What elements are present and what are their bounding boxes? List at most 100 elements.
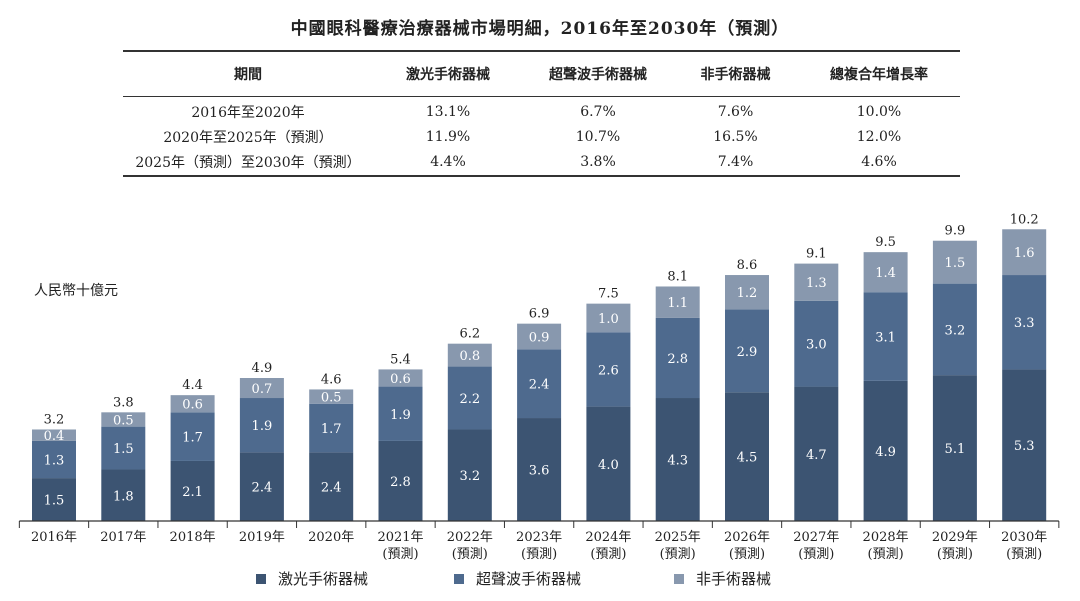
bar-segment-nonsurgical [32,429,76,441]
bar-segment-laser [794,386,839,521]
data-label-ultrasound: 2.2 [459,392,480,407]
bar-segment-ultrasound [309,403,354,453]
bar-segment-laser [309,452,354,521]
bar-segment-ultrasound [170,412,215,461]
table-cell: 7.6% [717,103,754,120]
table-cell: 2020年至2025年（預測） [163,129,333,146]
total-label: 6.9 [529,307,550,322]
data-label-laser: 1.5 [44,494,65,509]
data-label-ultrasound: 2.4 [529,378,550,393]
x-tick-label: 2025年 [655,530,701,545]
table-cell: 12.0% [856,128,902,145]
data-label-laser: 1.8 [113,489,134,504]
data-label-nonsurgical: 0.4 [44,429,65,444]
bar-segment-ultrasound [586,332,631,407]
bar-segment-ultrasound [239,398,284,453]
bar-segment-laser [655,398,700,521]
table-header-cell: 非手術器械 [673,50,798,97]
chart-title: 中國眼科醫療治療器械市場明細，2016年至2030年（預測） [290,19,790,39]
x-tick-label: 2020年 [308,530,354,545]
total-label: 7.5 [598,287,619,302]
bar-segment-laser [1002,369,1047,521]
bar-segment-ultrasound [794,300,839,387]
x-tick-forecast-label: (預測) [1006,547,1042,562]
data-label-ultrasound: 1.3 [44,454,65,469]
bar-segment-ultrasound [1002,275,1047,370]
data-label-ultrasound: 2.8 [667,352,688,367]
bar-segment-laser [170,460,215,521]
bar-segment-ultrasound [725,309,769,393]
x-tick-label: 2029年 [932,530,978,545]
legend-label: 非手術器械 [696,570,772,588]
total-label: 6.2 [459,327,480,342]
data-label-laser: 2.1 [182,485,203,500]
x-tick-forecast-label: (預測) [452,547,488,562]
data-label-ultrasound: 3.3 [1014,316,1035,331]
bar-segment-nonsurgical [101,412,146,427]
table-header-cell: 期間 [123,50,373,97]
bar-segment-laser [725,392,769,521]
legend-label: 超聲波手術器械 [476,570,582,588]
table-row: 2025年（預測）至2030年（預測） 4.4% 3.8% 7.4% 4.6% [123,149,960,177]
bar-segment-nonsurgical [170,395,215,413]
table-row: 2016年至2020年 13.1% 6.7% 7.6% 10.0% [123,97,960,125]
table-cell: 4.6% [798,149,960,177]
data-label-laser: 2.4 [252,481,273,496]
data-label-ultrasound: 1.9 [252,419,273,434]
total-label: 9.5 [875,235,896,250]
data-label-laser: 4.7 [806,448,827,463]
table-cell: 7.4% [673,149,798,177]
table-cell: 10.0% [856,103,902,120]
legend-item-ultrasound: 超聲波手術器械 [454,568,581,589]
data-label-ultrasound: 1.5 [113,442,134,457]
data-label-laser: 4.3 [667,454,688,469]
bar-segment-ultrasound [863,292,908,381]
table-cell: 6.7% [580,103,616,120]
x-tick-forecast-label: (預測) [798,547,834,562]
x-tick-label: 2023年 [516,530,562,545]
x-tick-label: 2019年 [239,530,285,545]
total-label: 4.9 [252,361,273,376]
x-tick-label: 2024年 [585,530,631,545]
table-header-row: 期間 激光手術器械 超聲波手術器械 非手術器械 總複合年增長率 [123,50,960,97]
data-label-ultrasound: 2.6 [598,363,619,378]
x-tick-forecast-label: (預測) [382,547,418,562]
legend-item-laser: 激光手術器械 [256,568,368,589]
total-label: 3.8 [113,395,134,410]
data-label-nonsurgical: 0.5 [321,391,342,406]
table-header-cell: 激光手術器械 [373,50,523,97]
bar-segment-ultrasound [378,386,423,441]
x-tick-label: 2021年 [377,530,423,545]
total-label: 9.9 [945,224,966,239]
bar-segment-nonsurgical [517,323,562,350]
bar-segment-ultrasound [517,349,562,419]
data-label-nonsurgical: 0.7 [252,382,273,397]
data-label-ultrasound: 3.2 [945,323,966,338]
bar-segment-nonsurgical [863,252,908,293]
x-tick-forecast-label: (預測) [729,547,765,562]
table-cell: 10.7% [575,128,621,145]
bar-segment-laser [101,469,146,521]
y-unit-label: 人民幣十億元 [34,283,118,299]
data-label-ultrasound: 1.7 [321,422,342,437]
total-label: 4.6 [321,372,342,387]
data-label-nonsurgical: 0.9 [529,331,550,346]
data-label-ultrasound: 3.1 [875,331,896,346]
x-tick-label: 2026年 [724,530,770,545]
bar-segment-laser [586,406,631,521]
x-tick-label: 2016年 [31,530,77,545]
x-tick-forecast-label: (預測) [868,547,904,562]
data-label-ultrasound: 1.7 [182,431,203,446]
stacked-bar-chart: 1.5 1.3 0.4 3.2 2016年 1.8 1.5 0.5 3.8 2017年 2.1 1.7… [18,212,1060,562]
data-label-nonsurgical: 1.0 [598,312,619,327]
total-label: 10.2 [1010,212,1039,227]
x-tick-label: 2022年 [447,530,493,545]
bar-segment-ultrasound [32,440,76,479]
data-label-laser: 3.6 [529,464,550,479]
x-tick-forecast-label: (預測) [590,547,626,562]
x-tick-label: 2028年 [863,530,909,545]
data-label-nonsurgical: 1.4 [875,266,896,281]
bar-segment-nonsurgical [378,369,423,387]
data-label-laser: 4.9 [875,445,896,460]
data-label-laser: 5.3 [1014,439,1035,454]
